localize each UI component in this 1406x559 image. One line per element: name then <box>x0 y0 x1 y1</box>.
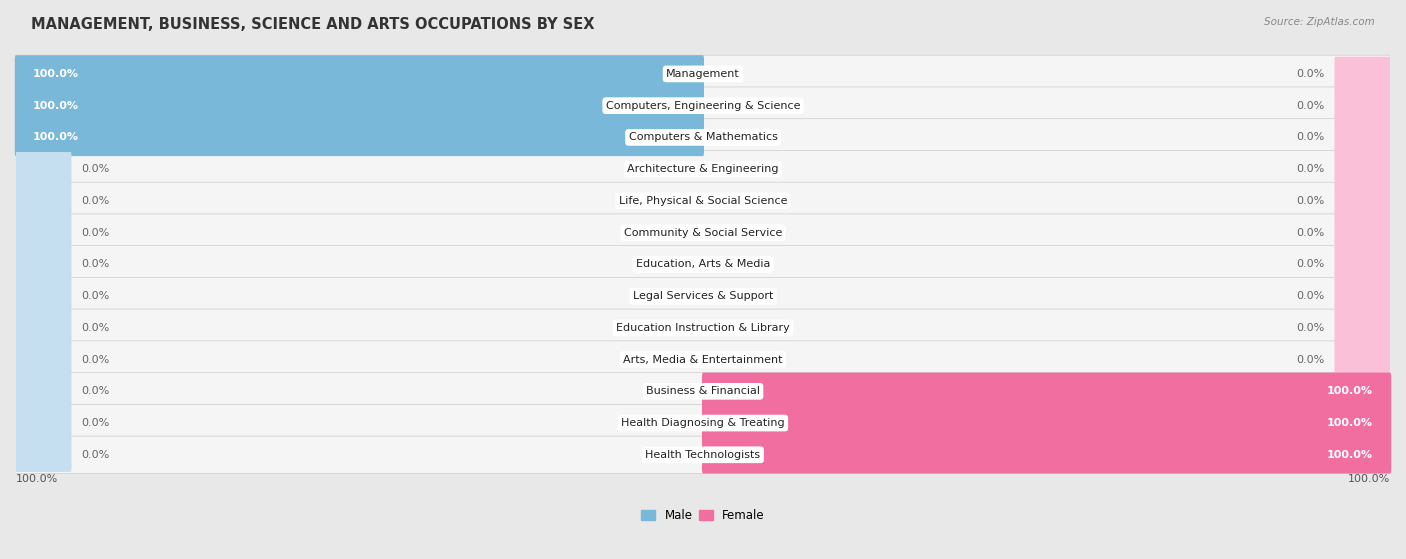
FancyBboxPatch shape <box>15 55 704 93</box>
FancyBboxPatch shape <box>1334 184 1391 218</box>
FancyBboxPatch shape <box>15 214 1391 252</box>
FancyBboxPatch shape <box>1334 279 1391 313</box>
FancyBboxPatch shape <box>15 182 1391 220</box>
Text: 0.0%: 0.0% <box>82 450 110 460</box>
Text: 100.0%: 100.0% <box>1348 473 1391 484</box>
FancyBboxPatch shape <box>15 87 704 125</box>
Text: 100.0%: 100.0% <box>15 473 58 484</box>
Text: Business & Financial: Business & Financial <box>645 386 761 396</box>
FancyBboxPatch shape <box>15 343 72 377</box>
Text: 0.0%: 0.0% <box>82 196 110 206</box>
FancyBboxPatch shape <box>15 119 704 156</box>
FancyBboxPatch shape <box>1334 343 1391 377</box>
Text: 100.0%: 100.0% <box>1327 418 1374 428</box>
FancyBboxPatch shape <box>15 245 1391 283</box>
Text: Education, Arts & Media: Education, Arts & Media <box>636 259 770 269</box>
Text: 100.0%: 100.0% <box>32 132 79 143</box>
FancyBboxPatch shape <box>15 277 1391 315</box>
Text: 0.0%: 0.0% <box>82 228 110 238</box>
FancyBboxPatch shape <box>15 374 72 409</box>
Text: Life, Physical & Social Science: Life, Physical & Social Science <box>619 196 787 206</box>
Text: Management: Management <box>666 69 740 79</box>
Text: Legal Services & Support: Legal Services & Support <box>633 291 773 301</box>
FancyBboxPatch shape <box>15 373 1391 410</box>
Text: 0.0%: 0.0% <box>82 164 110 174</box>
FancyBboxPatch shape <box>15 247 72 282</box>
Text: Computers & Mathematics: Computers & Mathematics <box>628 132 778 143</box>
Text: 100.0%: 100.0% <box>1327 450 1374 460</box>
Text: Health Technologists: Health Technologists <box>645 450 761 460</box>
FancyBboxPatch shape <box>15 279 72 313</box>
FancyBboxPatch shape <box>702 436 1391 473</box>
FancyBboxPatch shape <box>15 436 1391 473</box>
FancyBboxPatch shape <box>15 55 1391 93</box>
Text: 0.0%: 0.0% <box>1296 132 1324 143</box>
FancyBboxPatch shape <box>702 404 1391 442</box>
Text: Education Instruction & Library: Education Instruction & Library <box>616 323 790 333</box>
Text: 0.0%: 0.0% <box>1296 291 1324 301</box>
FancyBboxPatch shape <box>1334 152 1391 186</box>
Text: 0.0%: 0.0% <box>82 354 110 364</box>
FancyBboxPatch shape <box>15 215 72 250</box>
Text: Architecture & Engineering: Architecture & Engineering <box>627 164 779 174</box>
FancyBboxPatch shape <box>15 150 1391 188</box>
Text: 0.0%: 0.0% <box>1296 196 1324 206</box>
FancyBboxPatch shape <box>15 119 1391 156</box>
Text: 0.0%: 0.0% <box>1296 259 1324 269</box>
Text: 0.0%: 0.0% <box>82 259 110 269</box>
Text: 100.0%: 100.0% <box>32 69 79 79</box>
FancyBboxPatch shape <box>15 87 1391 125</box>
FancyBboxPatch shape <box>15 311 72 345</box>
FancyBboxPatch shape <box>15 152 72 186</box>
FancyBboxPatch shape <box>1334 311 1391 345</box>
FancyBboxPatch shape <box>1334 120 1391 154</box>
Text: 0.0%: 0.0% <box>1296 323 1324 333</box>
FancyBboxPatch shape <box>15 184 72 218</box>
Text: 0.0%: 0.0% <box>1296 164 1324 174</box>
Text: Community & Social Service: Community & Social Service <box>624 228 782 238</box>
FancyBboxPatch shape <box>15 406 72 440</box>
FancyBboxPatch shape <box>1334 247 1391 282</box>
FancyBboxPatch shape <box>15 404 1391 442</box>
Text: 0.0%: 0.0% <box>82 291 110 301</box>
Text: 0.0%: 0.0% <box>1296 354 1324 364</box>
FancyBboxPatch shape <box>15 341 1391 378</box>
Text: 0.0%: 0.0% <box>82 386 110 396</box>
FancyBboxPatch shape <box>1334 215 1391 250</box>
Text: 100.0%: 100.0% <box>32 101 79 111</box>
Text: Computers, Engineering & Science: Computers, Engineering & Science <box>606 101 800 111</box>
Text: 0.0%: 0.0% <box>1296 228 1324 238</box>
Legend: Male, Female: Male, Female <box>641 509 765 522</box>
FancyBboxPatch shape <box>1334 57 1391 91</box>
FancyBboxPatch shape <box>15 438 72 472</box>
FancyBboxPatch shape <box>702 373 1391 410</box>
Text: Source: ZipAtlas.com: Source: ZipAtlas.com <box>1264 17 1375 27</box>
Text: Health Diagnosing & Treating: Health Diagnosing & Treating <box>621 418 785 428</box>
FancyBboxPatch shape <box>15 309 1391 347</box>
Text: 0.0%: 0.0% <box>82 323 110 333</box>
Text: 0.0%: 0.0% <box>1296 69 1324 79</box>
Text: 0.0%: 0.0% <box>1296 101 1324 111</box>
Text: MANAGEMENT, BUSINESS, SCIENCE AND ARTS OCCUPATIONS BY SEX: MANAGEMENT, BUSINESS, SCIENCE AND ARTS O… <box>31 17 595 32</box>
FancyBboxPatch shape <box>1334 88 1391 123</box>
Text: 0.0%: 0.0% <box>82 418 110 428</box>
Text: 100.0%: 100.0% <box>1327 386 1374 396</box>
Text: Arts, Media & Entertainment: Arts, Media & Entertainment <box>623 354 783 364</box>
